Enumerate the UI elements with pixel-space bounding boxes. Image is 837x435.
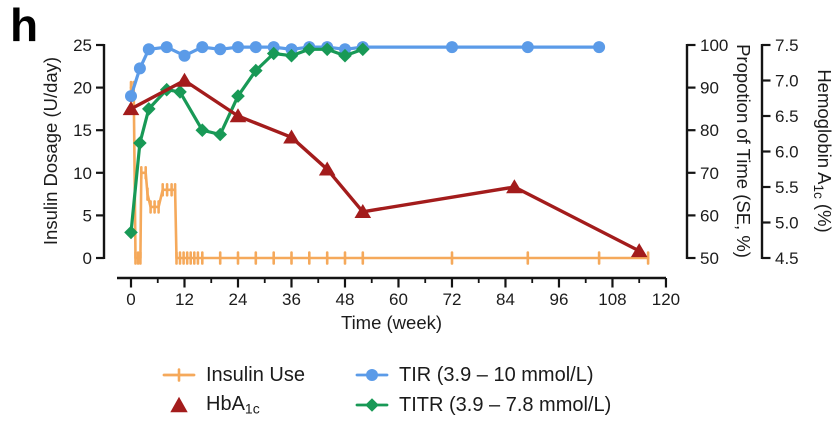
y-right-pct-tick-label: 70 [700,164,719,183]
y-right-pct-tick-label: 100 [700,36,728,55]
series-tir-point [521,41,534,54]
x-axis-title: Time (week) [341,312,442,333]
series-hba1c-point [229,108,247,123]
legend-item-insulin: Insulin Use [161,360,305,390]
y-right-a1c-tick-label: 4.5 [775,249,799,268]
series-tir-point [178,49,191,62]
chart-canvas: 0 5 10 15 20 25 Insulin Dosage (U/day) 0 12 24 36 4… [40,36,835,333]
legend-column-right: TIR (3.9 – 10 mmol/L) TITR (3.9 – 7.8 mm… [354,360,611,420]
x-axis-tick-label: 108 [598,290,626,309]
y-right-pct-axis-title: Propotion of Time (SE, %) [733,44,754,258]
x-axis-tick-label: 120 [652,290,680,309]
series-titr-point [266,46,281,61]
y-right-a1c-tick-label: 5.0 [775,214,799,233]
panel-label: h [10,0,39,51]
series-hba1c-point [176,72,193,87]
legend-marker-shape [365,398,379,412]
y-right-a1c-axis-title: Hemoglobin A1c (%) [811,69,835,232]
x-axis-tick-label: 24 [229,290,248,309]
series-tir-point [249,41,262,54]
y-right-a1c-tick-label: 6.0 [775,143,799,162]
series-titr-point [338,48,352,63]
series-hba1c-point [354,204,372,218]
y-right-a1c-tick-label: 7.0 [775,72,799,91]
y-left-tick-label: 0 [83,249,92,268]
series-tir-point [133,62,146,75]
series-titr-point [284,48,299,63]
legend-marker-shape [170,396,188,413]
x-axis-tick-label: 84 [496,290,515,309]
series-tir-line [129,45,601,98]
y-right-pct-tick-label: 90 [700,79,719,98]
insulin-legend-marker-icon [162,368,196,382]
series-tir-point [232,41,244,54]
series-tir-point [125,90,137,103]
y-right-a1c-tick-label: 6.5 [775,107,799,126]
x-axis-tick-label: 0 [126,290,135,309]
y-left-tick-label: 25 [73,36,92,55]
series-tir-point [196,41,209,54]
series-titr-point [356,42,370,57]
series-titr-point [133,136,147,150]
y-right-pct-tick-label: 60 [700,206,719,225]
series-titr-point [173,85,187,99]
series-titr-point [195,123,210,137]
series-titr-point [124,225,138,240]
series-titr-point [249,63,263,78]
y-right-a1c-tick-label: 5.5 [775,178,799,197]
series-hba1c-line [129,78,641,253]
series-hba1c-point [283,129,300,144]
y-left-tick-label: 5 [83,206,92,225]
series-tir-point [142,43,155,56]
legend-label-insulin: Insulin Use [206,363,305,386]
legend-item-titr: TITR (3.9 – 7.8 mmol/L) [354,390,611,420]
series-titr-point [231,89,245,103]
titr-legend-marker-icon [355,398,389,412]
y-left-tick-label: 20 [73,79,92,98]
series-tir-point [593,41,606,54]
legend-label-hba1c: HbA1c [206,393,260,417]
tir-legend-marker-icon [355,369,389,381]
x-axis-tick-label: 48 [336,290,355,309]
legend-label-titr: TITR (3.9 – 7.8 mmol/L) [399,393,612,416]
x-axis-tick-label: 36 [282,290,301,309]
legend-item-tir: TIR (3.9 – 10 mmol/L) [354,360,611,390]
legend-column-left: Insulin Use HbA1c [161,360,305,420]
legend-label-tir: TIR (3.9 – 10 mmol/L) [399,363,594,386]
series-tir-point [160,41,173,54]
y-left-tick-label: 15 [73,121,92,140]
series-tir-point [446,41,458,54]
series-titr-point [302,42,317,57]
series-insulin-line [129,86,650,260]
series-tir-point [214,43,227,56]
series-titr-point [142,102,156,116]
series-titr-line [129,47,365,234]
series-hba1c-point [506,179,523,194]
series-hba1c-point [318,161,336,176]
legend-marker-shape [366,369,378,381]
hba1c-legend-marker-icon [170,396,188,413]
series-titr-point [320,42,334,57]
x-axis-tick-label: 12 [175,290,194,309]
y-left-tick-label: 10 [73,164,92,183]
x-axis-tick-label: 60 [389,290,408,309]
x-axis-tick-label: 96 [550,290,569,309]
series-hba1c-point [122,101,140,116]
series-titr-point [213,127,227,142]
y-right-pct-tick-label: 80 [700,121,719,140]
y-right-pct-tick-label: 50 [700,249,719,268]
legend-item-hba1c: HbA1c [161,390,305,420]
y-right-a1c-tick-label: 7.5 [775,36,799,55]
x-axis-tick-label: 72 [443,290,462,309]
y-left-axis-title: Insulin Dosage (U/day) [40,57,61,245]
series-hba1c-point [630,243,648,258]
